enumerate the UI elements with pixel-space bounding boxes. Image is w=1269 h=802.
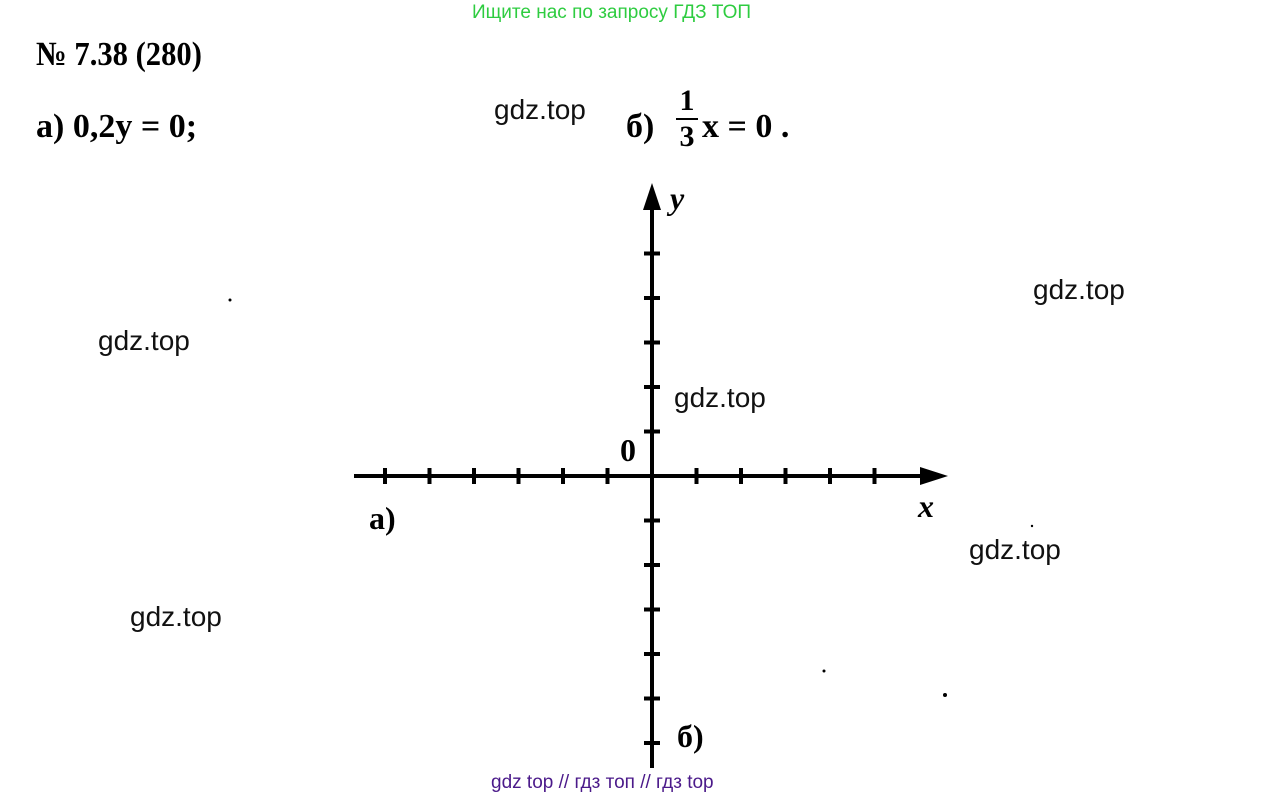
x-axis-label: x [918,488,934,524]
watermark: gdz.top [494,94,586,125]
equation-b: б) [626,108,654,146]
y-axis-arrow [643,183,661,210]
speck [228,298,232,302]
fraction-denominator: 3 [679,120,695,153]
problem-title: № 7.38 (280) [36,36,202,73]
speck [1030,524,1034,528]
watermark: gdz.top [969,534,1061,565]
watermark: gdz.top [130,601,222,632]
y-axis-label: y [670,180,685,216]
watermark: gdz.top [98,325,190,356]
speck [943,693,947,697]
fraction-numerator: 1 [679,84,695,117]
equation-a-label: а) [36,108,65,145]
watermark: gdz.top [1033,274,1125,305]
equation-a-text: 0,2y = 0; [72,108,198,145]
fraction: 1 3 [676,86,698,152]
speck [822,669,826,673]
equation-b-rest: x = 0 . [702,108,790,145]
watermark: gdz.top [674,382,766,413]
equation-a: а) 0,2y = 0; [36,108,197,146]
equation-b-label: б) [626,108,655,145]
promo-text: Ищите нас по запросу ГДЗ ТОП [472,2,752,23]
line-b-label: б) [677,718,704,754]
fraction-bar [676,118,698,120]
origin-label: 0 [620,432,636,468]
x-axis-arrow [920,467,948,485]
line-a-label: а) [369,500,396,536]
footer-text: gdz top // гдз топ // гдз top [491,772,714,793]
